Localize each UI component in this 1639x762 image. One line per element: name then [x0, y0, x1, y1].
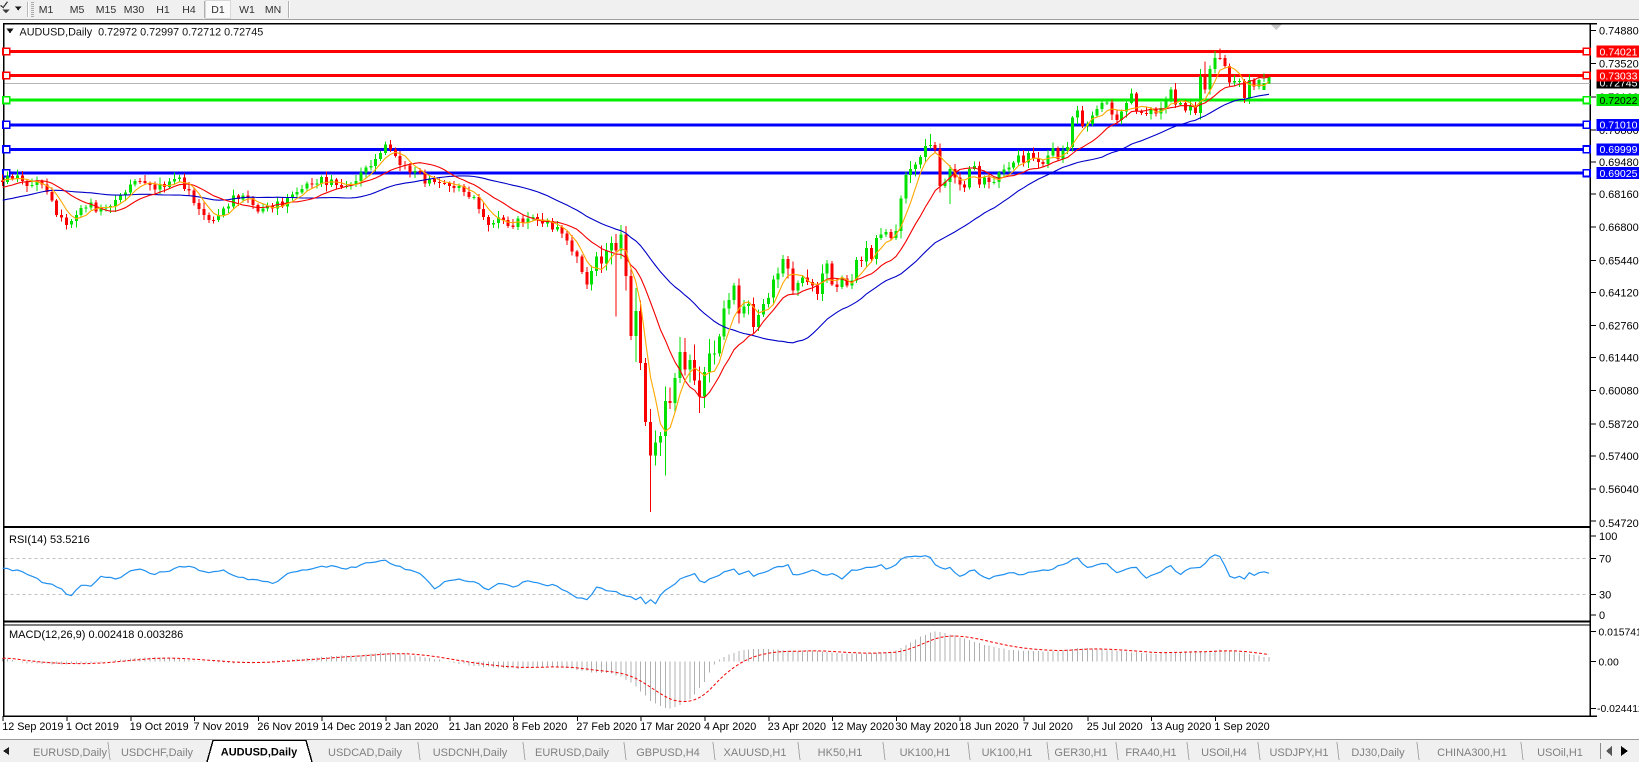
svg-text:0.64120: 0.64120	[1599, 287, 1639, 299]
svg-text:13 Aug 2020: 13 Aug 2020	[1151, 721, 1212, 733]
svg-text:0.69025: 0.69025	[1600, 168, 1638, 180]
svg-text:AUDUSD,Daily 0.72972 0.72997: AUDUSD,Daily 0.72972 0.72997 0.72712 0.7…	[20, 27, 264, 39]
svg-text:MACD(12,26,9) 0.002418 0.00328: MACD(12,26,9) 0.002418 0.003286	[9, 629, 183, 641]
svg-text:USDCNH,Daily: USDCNH,Daily	[433, 747, 508, 759]
svg-text:M15: M15	[96, 4, 117, 16]
svg-text:0.74021: 0.74021	[1600, 46, 1638, 58]
svg-text:19 Oct 2019: 19 Oct 2019	[130, 721, 189, 733]
svg-text:0.62760: 0.62760	[1599, 321, 1639, 333]
svg-text:27 Feb 2020: 27 Feb 2020	[576, 721, 637, 733]
svg-text:30 May 2020: 30 May 2020	[895, 721, 957, 733]
svg-text:H1: H1	[156, 4, 170, 16]
svg-text:0.73033: 0.73033	[1600, 70, 1638, 82]
svg-text:0.60080: 0.60080	[1599, 386, 1639, 398]
svg-text:EURUSD,Daily: EURUSD,Daily	[535, 747, 609, 759]
svg-text:H4: H4	[182, 4, 196, 16]
svg-text:D1: D1	[211, 4, 225, 16]
svg-text:USDCAD,Daily: USDCAD,Daily	[328, 747, 402, 759]
svg-text:26 Nov 2019: 26 Nov 2019	[257, 721, 318, 733]
svg-text:USOil,H1: USOil,H1	[1537, 747, 1583, 759]
svg-text:GER30,H1: GER30,H1	[1054, 747, 1107, 759]
svg-text:0.54720: 0.54720	[1599, 518, 1639, 530]
svg-text:25 Jul 2020: 25 Jul 2020	[1087, 721, 1143, 733]
svg-text:XAUUSD,H1: XAUUSD,H1	[724, 747, 787, 759]
svg-text:USDJPY,H1: USDJPY,H1	[1269, 747, 1328, 759]
svg-text:1 Sep 2020: 1 Sep 2020	[1214, 721, 1269, 733]
svg-text:0.72022: 0.72022	[1600, 95, 1638, 107]
svg-text:70: 70	[1599, 553, 1611, 565]
svg-text:7 Nov 2019: 7 Nov 2019	[194, 721, 249, 733]
svg-text:0.65440: 0.65440	[1599, 255, 1639, 267]
svg-text:0.73520: 0.73520	[1599, 59, 1639, 71]
svg-text:0.56040: 0.56040	[1599, 484, 1639, 496]
svg-text:30: 30	[1599, 589, 1611, 601]
svg-text:M5: M5	[70, 4, 85, 16]
svg-text:21 Jan 2020: 21 Jan 2020	[449, 721, 508, 733]
svg-text:USOil,H4: USOil,H4	[1201, 747, 1247, 759]
svg-text:W1: W1	[239, 4, 255, 16]
svg-text:0.015741: 0.015741	[1599, 627, 1639, 638]
svg-text:DJ30,Daily: DJ30,Daily	[1351, 747, 1405, 759]
svg-text:0.71010: 0.71010	[1600, 120, 1638, 132]
svg-text:UK100,H1: UK100,H1	[900, 747, 951, 759]
svg-text:100: 100	[1599, 531, 1617, 543]
svg-text:M1: M1	[39, 4, 54, 16]
svg-text:14 Dec 2019: 14 Dec 2019	[321, 721, 382, 733]
svg-text:0.57400: 0.57400	[1599, 451, 1639, 463]
svg-text:RSI(14) 53.5216: RSI(14) 53.5216	[9, 534, 90, 546]
svg-text:7 Jul 2020: 7 Jul 2020	[1023, 721, 1073, 733]
svg-text:12 May 2020: 12 May 2020	[832, 721, 894, 733]
svg-text:4 Apr 2020: 4 Apr 2020	[704, 721, 756, 733]
svg-text:0.69999: 0.69999	[1600, 144, 1638, 156]
svg-text:23 Apr 2020: 23 Apr 2020	[768, 721, 826, 733]
svg-text:AUDUSD,Daily: AUDUSD,Daily	[221, 747, 298, 759]
svg-text:0.69480: 0.69480	[1599, 157, 1639, 169]
svg-text:FRA40,H1: FRA40,H1	[1125, 747, 1176, 759]
svg-text:1 Oct 2019: 1 Oct 2019	[66, 721, 119, 733]
svg-text:GBPUSD,H4: GBPUSD,H4	[636, 747, 700, 759]
svg-text:2 Jan 2020: 2 Jan 2020	[385, 721, 438, 733]
svg-text:UK100,H1: UK100,H1	[982, 747, 1033, 759]
svg-text:M30: M30	[124, 4, 145, 16]
svg-text:-0.024412: -0.024412	[1597, 704, 1639, 715]
svg-text:17 Mar 2020: 17 Mar 2020	[640, 721, 701, 733]
svg-text:USDCHF,Daily: USDCHF,Daily	[121, 747, 194, 759]
svg-text:0.74880: 0.74880	[1599, 26, 1639, 38]
svg-text:0.61440: 0.61440	[1599, 353, 1639, 365]
svg-text:0.68160: 0.68160	[1599, 189, 1639, 201]
svg-text:0.58720: 0.58720	[1599, 419, 1639, 431]
svg-text:CHINA300,H1: CHINA300,H1	[1437, 747, 1507, 759]
svg-text:HK50,H1: HK50,H1	[818, 747, 863, 759]
svg-text:EURUSD,Daily: EURUSD,Daily	[33, 747, 107, 759]
svg-text:0.66800: 0.66800	[1599, 222, 1639, 234]
svg-text:12 Sep 2019: 12 Sep 2019	[2, 721, 63, 733]
svg-text:0.00: 0.00	[1599, 657, 1619, 668]
svg-text:0: 0	[1599, 610, 1605, 622]
svg-text:8 Feb 2020: 8 Feb 2020	[513, 721, 568, 733]
svg-text:18 Jun 2020: 18 Jun 2020	[959, 721, 1018, 733]
svg-text:MN: MN	[265, 4, 281, 16]
